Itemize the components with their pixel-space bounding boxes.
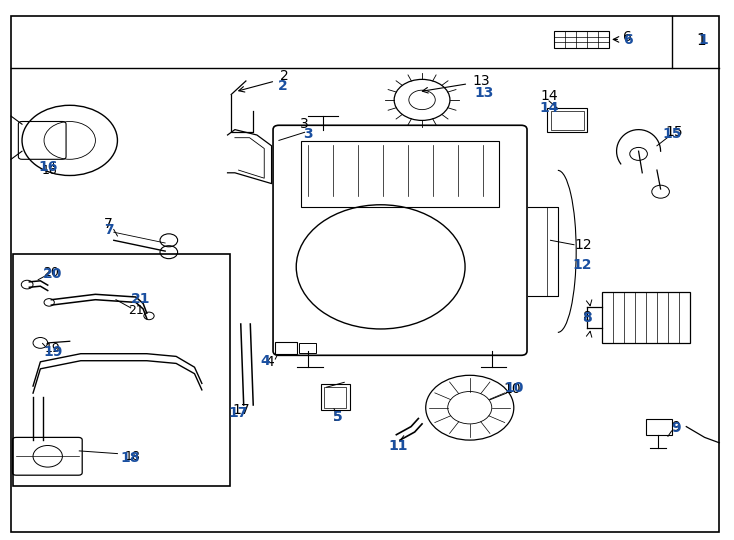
Text: 12: 12 [573, 258, 592, 272]
Text: 12: 12 [575, 238, 592, 252]
Text: 19: 19 [45, 342, 61, 355]
Text: 16: 16 [38, 160, 57, 174]
Text: 13: 13 [475, 86, 494, 100]
Text: 13: 13 [472, 74, 490, 88]
Text: 5: 5 [333, 410, 342, 424]
Text: 6: 6 [623, 30, 632, 44]
Text: 5: 5 [333, 410, 343, 424]
Text: 14: 14 [539, 101, 559, 115]
Bar [646, 418, 672, 435]
Text: 11: 11 [388, 438, 407, 453]
Text: 9: 9 [671, 420, 680, 434]
Text: 3: 3 [300, 117, 309, 131]
Text: 18: 18 [124, 450, 140, 463]
Text: 14: 14 [540, 89, 558, 103]
Text: 7: 7 [104, 217, 113, 231]
Text: 1: 1 [696, 33, 706, 48]
Text: 17: 17 [229, 406, 248, 420]
Bar [13, 254, 230, 486]
Text: 16: 16 [42, 164, 58, 177]
Text: 8: 8 [582, 310, 592, 325]
Text: 18: 18 [121, 451, 140, 465]
Bar [554, 31, 609, 48]
Text: 20: 20 [43, 267, 62, 281]
Bar [324, 387, 346, 408]
Text: 15: 15 [663, 127, 682, 141]
Bar [602, 292, 690, 343]
Text: 21: 21 [131, 292, 150, 306]
Text: 10: 10 [504, 382, 521, 396]
Text: 9: 9 [671, 421, 681, 435]
Text: 6: 6 [622, 33, 633, 47]
Text: 2: 2 [277, 79, 288, 93]
Text: 4: 4 [261, 354, 271, 368]
Bar [550, 111, 584, 130]
Bar [275, 342, 297, 354]
Text: 7: 7 [103, 222, 114, 237]
Text: 21: 21 [128, 304, 144, 317]
Text: 3: 3 [303, 127, 313, 141]
Text: 4: 4 [266, 355, 275, 369]
Text: 10: 10 [504, 381, 523, 395]
Text: 15: 15 [665, 125, 683, 139]
Bar [301, 140, 499, 207]
Bar [321, 384, 350, 410]
Bar [547, 108, 587, 132]
Text: 11: 11 [390, 438, 407, 453]
Text: 1: 1 [698, 33, 708, 48]
Text: 2: 2 [280, 69, 289, 83]
Text: 17: 17 [232, 403, 250, 417]
Bar [299, 343, 316, 353]
Text: 19: 19 [43, 345, 62, 359]
Text: 20: 20 [43, 266, 59, 279]
Text: 8: 8 [583, 310, 592, 324]
